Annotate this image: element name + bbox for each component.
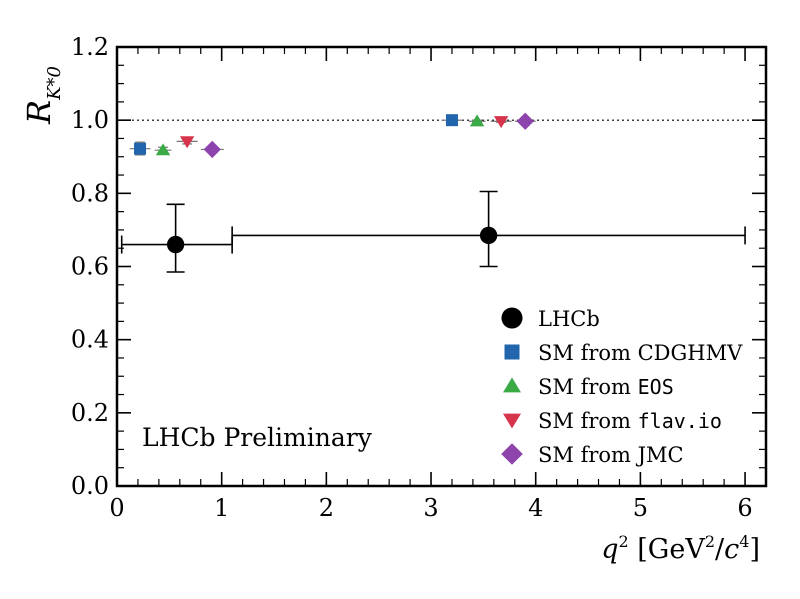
x-tick-label: 5 [633, 494, 648, 522]
marker-diamond [516, 112, 534, 130]
data-point [514, 112, 536, 130]
legend-entry: SM from EOS [503, 375, 674, 399]
y-tick-label: 0.2 [71, 399, 109, 427]
legend-marker-triangle-up [503, 377, 521, 393]
annotation-label: LHCb Preliminary [142, 423, 373, 452]
legend-label: SM from JMC [538, 443, 684, 467]
legend-entry: LHCb [501, 307, 600, 331]
legend-entry: SM from CDGHMV [504, 341, 743, 365]
marker-circle [479, 226, 498, 245]
y-tick-label: 0.0 [71, 472, 109, 500]
data-marks [120, 112, 746, 273]
legend-marker-triangle-down [503, 413, 521, 429]
x-tick-label: 2 [319, 494, 334, 522]
data-point [154, 143, 172, 156]
data-point [441, 114, 463, 127]
legend-marker-circle [501, 307, 523, 329]
y-tick-label: 0.4 [71, 326, 109, 354]
y-tick-label: 1.2 [71, 33, 109, 61]
legend-label: SM from EOS [538, 375, 674, 399]
y-axis-label-sub: K*0 [44, 66, 65, 101]
marker-square [134, 142, 147, 155]
legend-label-code: flav.io [638, 409, 722, 433]
legend-label-code: EOS [638, 375, 674, 399]
y-axis-label-main: R [20, 100, 58, 125]
y-tick-label: 0.8 [71, 179, 109, 207]
legend-marker-diamond [501, 443, 523, 465]
marker-triangle-down [493, 116, 509, 129]
data-point [490, 116, 512, 129]
marker-circle [166, 235, 185, 254]
x-tick-label: 3 [423, 494, 438, 522]
legend-label: SM from flav.io [538, 409, 722, 433]
data-point [468, 114, 486, 127]
marker-triangle-down [179, 136, 195, 149]
y-tick-label: 1.0 [71, 106, 109, 134]
marker-triangle-up [469, 114, 485, 127]
legend-label-prefix: SM from [538, 375, 638, 399]
legend-label-prefix: SM from [538, 409, 638, 433]
data-point [120, 203, 233, 273]
legend-label: SM from CDGHMV [538, 341, 743, 365]
data-point [176, 136, 198, 149]
y-tick-label: 0.6 [71, 253, 109, 281]
svg-text:RK*0: RK*0 [20, 66, 65, 125]
x-tick-label: 0 [109, 494, 124, 522]
plot-area: 0 1 2 3 4 5 6 0.0 0.2 0.4 0.6 0.8 1.0 1.2 [71, 33, 768, 522]
x-axis-label: q2 [GeV2/c4] [601, 532, 760, 565]
data-point [231, 190, 746, 268]
x-tick-label: 1 [214, 494, 229, 522]
marker-triangle-up [155, 143, 171, 156]
data-point [129, 141, 151, 156]
legend-entry: SM from flav.io [503, 409, 722, 433]
data-point [200, 140, 224, 159]
legend-label: LHCb [538, 307, 600, 331]
marker-square [445, 114, 458, 127]
legend-marker-square [504, 344, 520, 360]
x-tick-label: 4 [528, 494, 543, 522]
y-axis-label: RK*0 [20, 66, 65, 125]
legend-entry: SM from JMC [501, 443, 684, 467]
x-tick-label: 6 [737, 494, 752, 522]
marker-diamond [203, 140, 221, 159]
